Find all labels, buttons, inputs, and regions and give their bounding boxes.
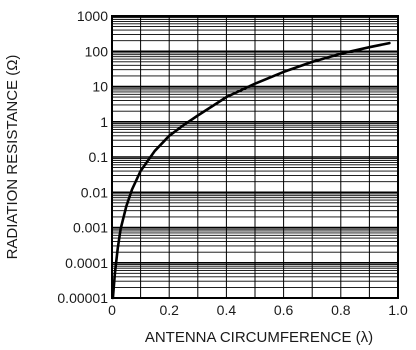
y-tick-label: 0.001 (73, 220, 108, 236)
y-tick-label: 1 (100, 114, 108, 130)
plot-frame (111, 15, 399, 299)
y-tick-label: 0.0001 (65, 255, 108, 271)
series-layer (111, 41, 391, 300)
x-tick-label: 1.0 (388, 302, 408, 318)
grid (112, 16, 398, 299)
x-axis-title: ANTENNA CIRCUMFERENCE (λ) (145, 329, 373, 346)
x-tick-label: 0.8 (331, 302, 351, 318)
x-tick-label: 0.2 (159, 302, 179, 318)
x-tick-label: 0.6 (274, 302, 294, 318)
x-tick-label: 0.4 (217, 302, 237, 318)
y-axis-title: RADIATION RESISTANCE (Ω) (4, 55, 21, 260)
y-tick-label: 0.1 (89, 149, 109, 165)
x-tick-labels: 0 0.2 0.4 0.6 0.8 1.0 (108, 302, 408, 318)
y-tick-label: 100 (85, 43, 109, 59)
y-tick-label: 0.01 (81, 184, 108, 200)
y-tick-labels: 0.00001 0.0001 0.001 0.01 0.1 1 10 100 1000 (57, 8, 108, 306)
series-line (111, 41, 391, 300)
x-tick-label: 0 (108, 302, 116, 318)
y-tick-label: 10 (92, 79, 108, 95)
y-tick-label: 1000 (77, 8, 108, 24)
y-tick-label: 0.00001 (57, 290, 108, 306)
